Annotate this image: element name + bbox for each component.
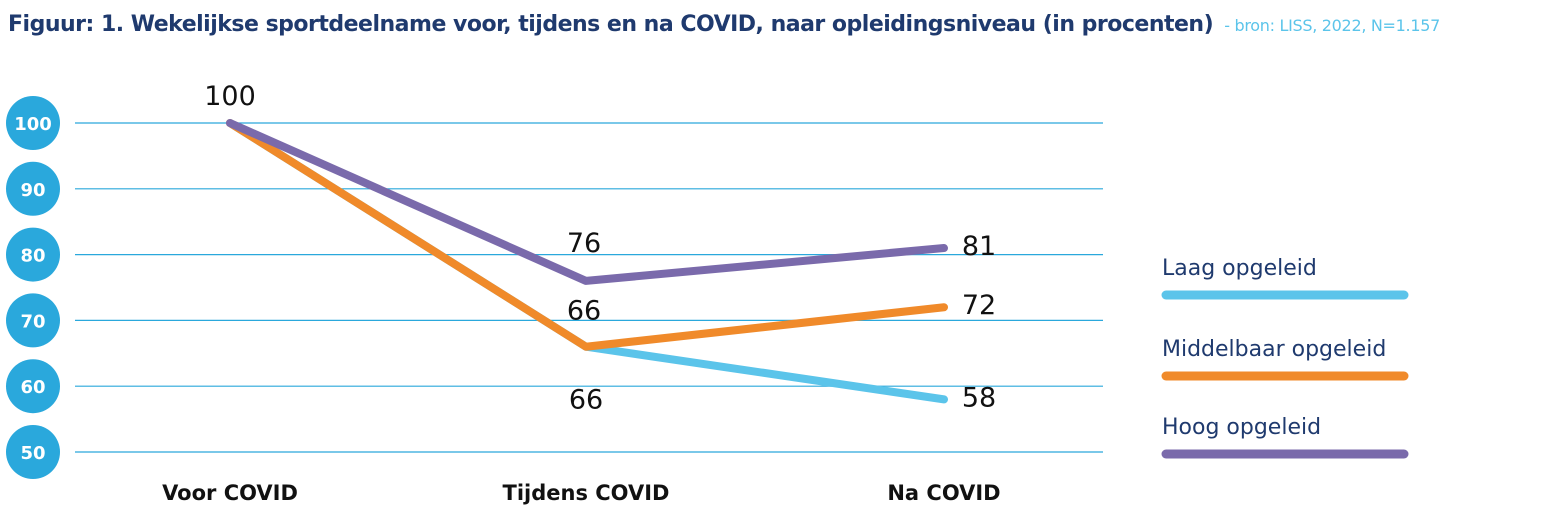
y-tick-badge-90 xyxy=(6,161,60,216)
y-tick-label-60: 60 xyxy=(20,377,45,398)
gridlines xyxy=(75,122,1103,453)
y-tick-label-70: 70 xyxy=(20,311,45,332)
legend: Laag opgeleid Middelbaar opgeleid Hoog opg… xyxy=(1161,256,1409,459)
series-lines xyxy=(226,119,948,404)
y-tick-badge-50 xyxy=(6,425,60,479)
y-tick-badge-80 xyxy=(6,227,60,282)
y-axis-badges: 100 90 80 70 60 50 xyxy=(6,96,60,479)
legend-label-laag-opgeleid: Laag opgeleid xyxy=(1162,256,1317,281)
chart-source: - bron: LISS, 2022, N=1.157 xyxy=(1224,16,1440,35)
legend-label-middelbaar-opgeleid: Middelbaar opgeleid xyxy=(1162,337,1386,362)
y-tick-label-50: 50 xyxy=(20,443,45,464)
data-label-laag-opgeleid-2: 58 xyxy=(962,382,996,413)
x-tick-label-voor-covid: Voor COVID xyxy=(162,481,298,505)
y-tick-label-80: 80 xyxy=(20,246,45,267)
data-label-hoog-opgeleid-0: 100 xyxy=(204,81,256,112)
legend-label-hoog-opgeleid: Hoog opgeleid xyxy=(1162,415,1321,440)
y-tick-label-90: 90 xyxy=(20,180,45,201)
y-tick-label-100: 100 xyxy=(14,114,52,135)
data-label-middelbaar-opgeleid-1: 66 xyxy=(567,296,601,327)
x-tick-label-tijdens-covid: Tijdens COVID xyxy=(503,481,670,505)
chart-title: Figuur: 1. Wekelijkse sportdeelname voor… xyxy=(8,12,1214,37)
data-label-hoog-opgeleid-1: 76 xyxy=(567,228,601,259)
title-row: Figuur: 1. Wekelijkse sportdeelname voor… xyxy=(8,12,1440,37)
y-tick-badge-70 xyxy=(6,293,60,348)
y-tick-badge-100 xyxy=(6,96,60,150)
data-label-middelbaar-opgeleid-2: 72 xyxy=(962,290,996,321)
x-axis-labels: Voor COVID Tijdens COVID Na COVID xyxy=(162,481,1001,505)
data-label-hoog-opgeleid-2: 81 xyxy=(962,231,996,262)
data-labels: 66 58 66 72 100 76 81 xyxy=(204,81,996,416)
x-tick-label-na-covid: Na COVID xyxy=(887,481,1000,505)
data-label-laag-opgeleid-1: 66 xyxy=(569,385,603,416)
y-tick-badge-60 xyxy=(6,359,60,414)
